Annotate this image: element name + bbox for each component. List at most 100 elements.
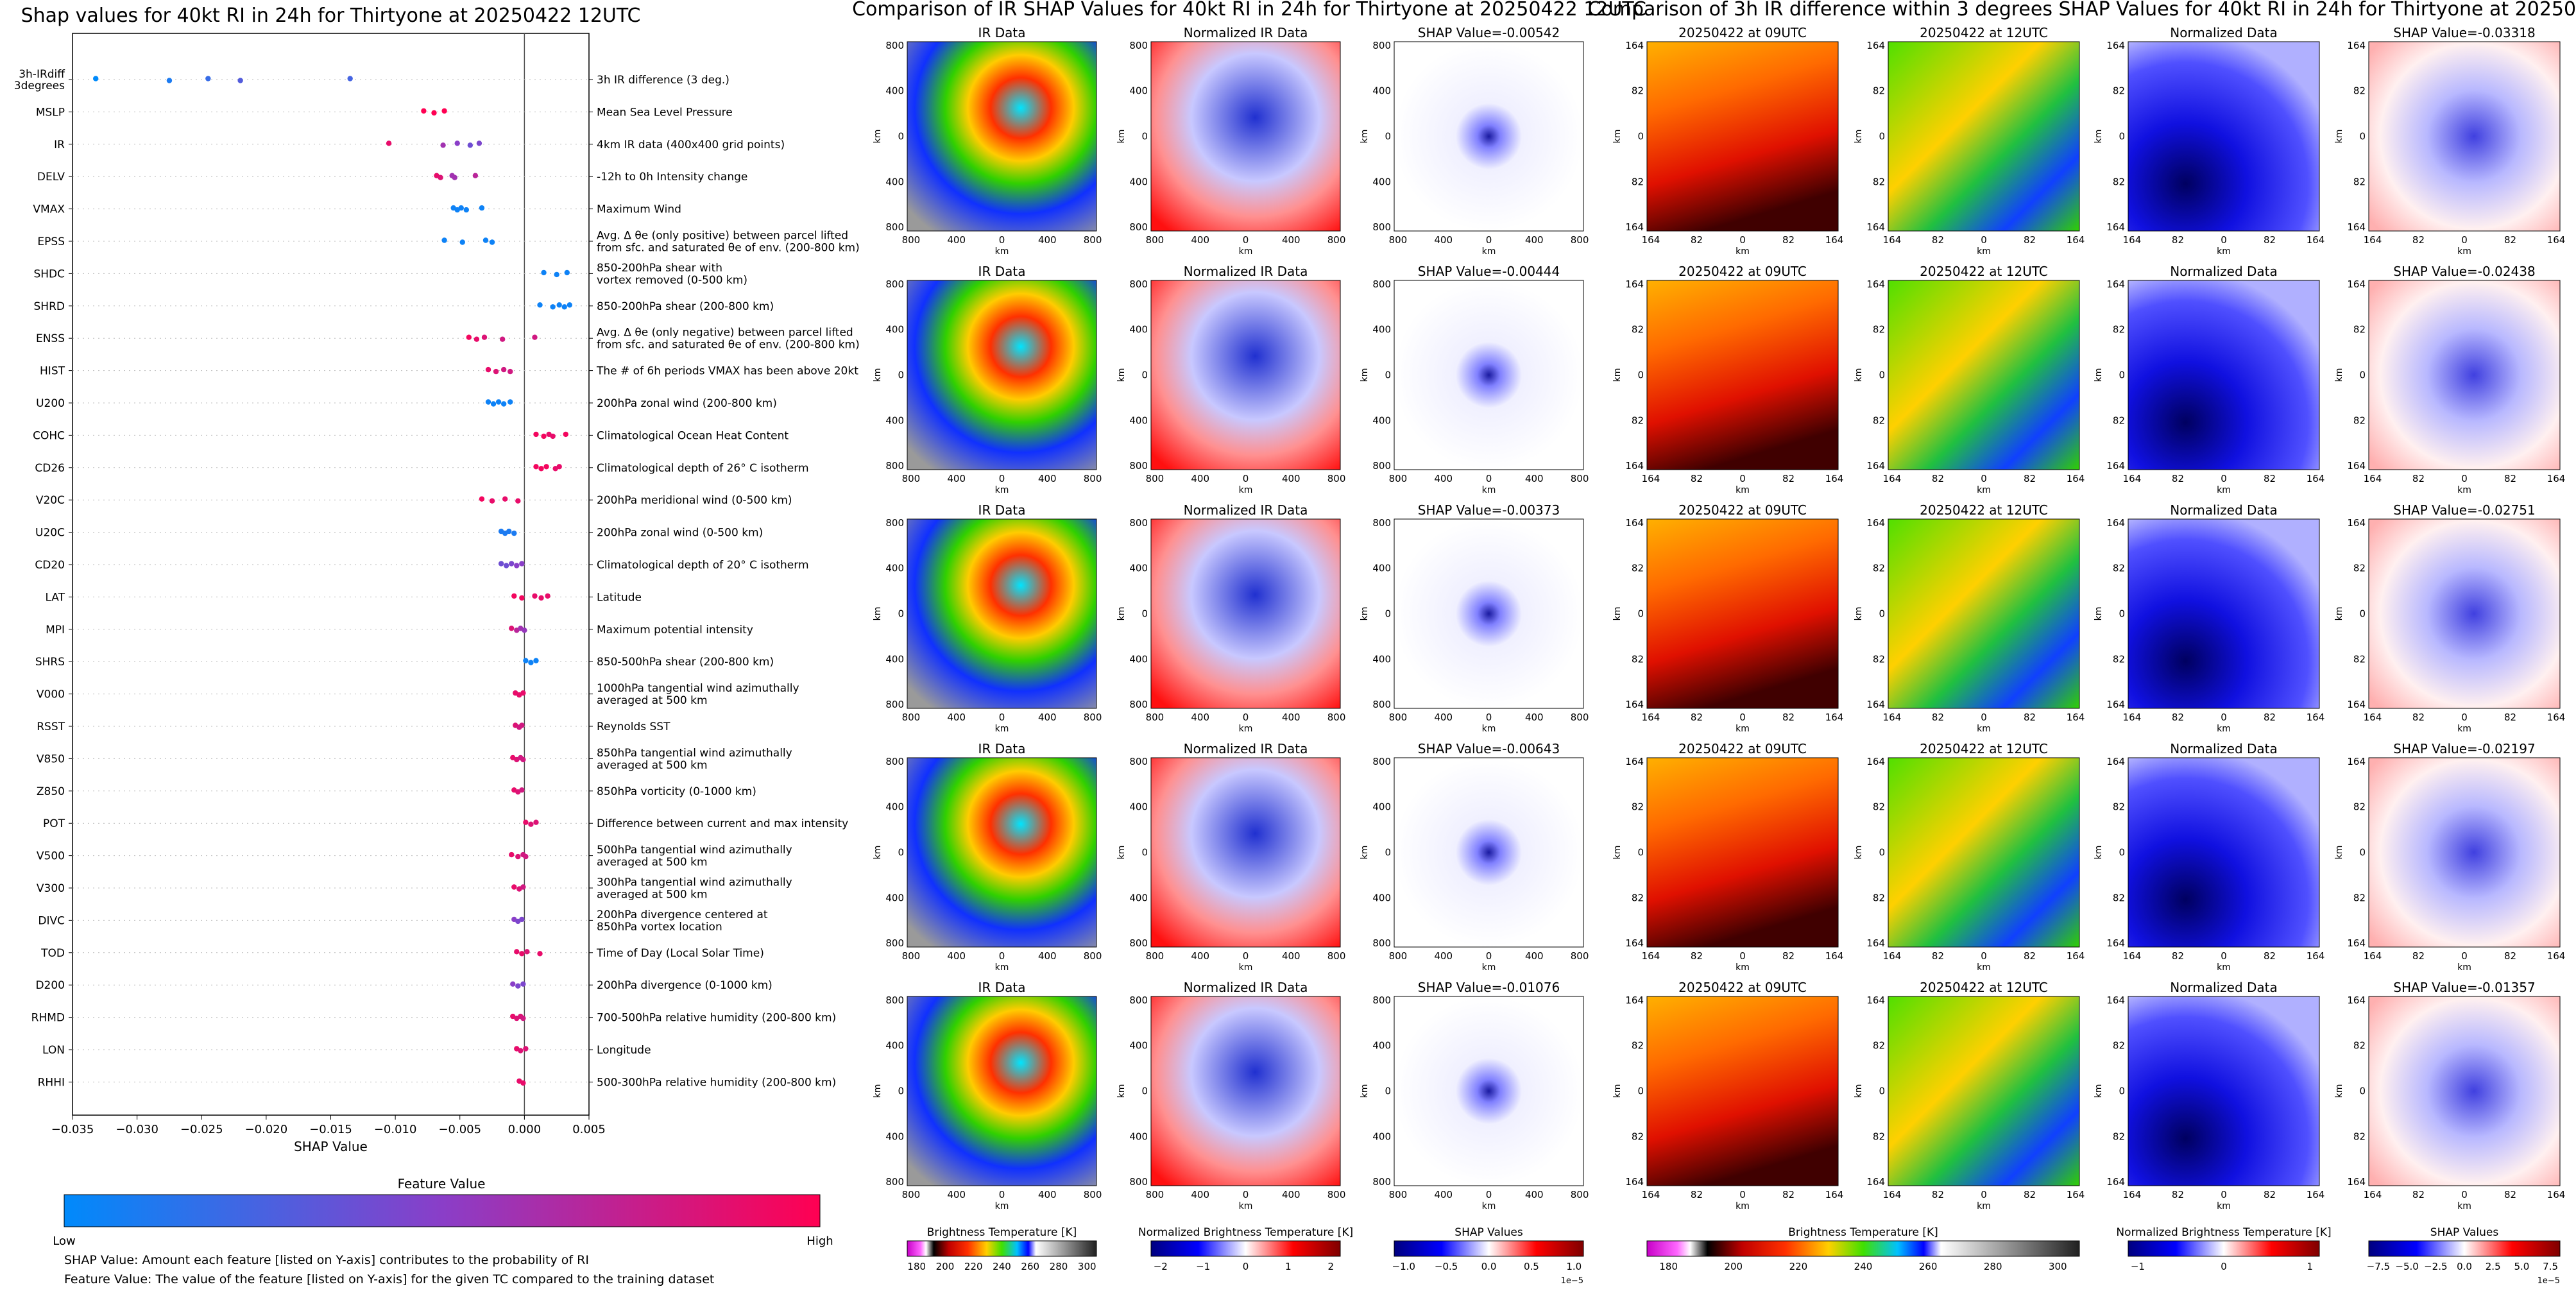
ird-row2-col3-xtick-label: 164 xyxy=(2307,473,2325,484)
ir-row3-col3-xtick-label: 0 xyxy=(1486,712,1492,723)
ird-row1-col1-xtick-label: 0 xyxy=(1739,234,1746,246)
shap-point xyxy=(528,821,534,827)
ird-row1-col3-ytick-label: 82 xyxy=(2113,85,2125,97)
ird-row2-col1-xtick-label: 164 xyxy=(1825,473,1844,484)
ird-row3-col1-ytick-label: 0 xyxy=(1637,608,1644,620)
ird-row5-col1-xtick-label: 164 xyxy=(1825,1189,1844,1200)
ird-row2-col1-xtick-label: 82 xyxy=(1782,473,1795,484)
ir-bt-colorbar-label: Brightness Temperature [K] xyxy=(927,1226,1077,1239)
ir-row2-col1-ytick-label: 400 xyxy=(885,414,904,426)
ird-row4-col1-ytick-label: 0 xyxy=(1637,847,1644,858)
ir-row4-col1-xtick-label: 400 xyxy=(947,950,966,962)
shap-point xyxy=(514,949,520,955)
ir-row1-col1-ytick-label: 400 xyxy=(885,176,904,187)
ir-row2-col1-title: IR Data xyxy=(978,264,1026,279)
ir-row4-col1-ytick-label: 0 xyxy=(898,847,904,858)
ir-shap-colorbar-label: SHAP Values xyxy=(1454,1226,1523,1239)
ird-row2-col1-ytick-label: 82 xyxy=(1632,324,1644,336)
ir-row5-col1-ytick-label: 400 xyxy=(885,1040,904,1052)
shap-point xyxy=(515,498,521,504)
ird-row5-col2-xlabel: km xyxy=(1977,1201,1991,1211)
ird-row5-col2-ytick-label: 82 xyxy=(1873,1131,1885,1142)
shap-point xyxy=(519,916,525,923)
ird-row5-col4-title: SHAP Value=-0.01357 xyxy=(2393,980,2535,995)
ir-row2-col2-title: Normalized IR Data xyxy=(1184,264,1308,279)
ird-comparison-title: Comparison of 3h IR difference within 3 … xyxy=(1587,0,2576,21)
ir-row4-col2-xtick-label: 800 xyxy=(1146,950,1164,962)
ird-row2-col3-image xyxy=(2128,280,2320,470)
ird-row2-col1-image xyxy=(1646,280,1839,470)
ird-row3-col4-xtick-label: 164 xyxy=(2364,712,2382,723)
shap-point xyxy=(467,142,473,148)
ir-row3-col3-xtick-label: 400 xyxy=(1525,712,1544,723)
ird-row5-col2-title: 20250422 at 12UTC xyxy=(1920,980,2048,995)
shap-point xyxy=(205,76,211,81)
feature-description-label: Latitude xyxy=(597,591,642,604)
shap-point xyxy=(520,884,526,890)
ir-row4-col1-ytick-label: 400 xyxy=(885,801,904,813)
colorbar-low-label: Low xyxy=(53,1234,75,1248)
ir-row3-col3-ylabel: km xyxy=(1360,607,1370,621)
ir-row3-col3-title: SHAP Value=-0.00373 xyxy=(1418,502,1560,518)
ir-row5-col2-ytick-label: 400 xyxy=(1129,1131,1148,1142)
ird-row5-col2-ytick-label: 164 xyxy=(1866,994,1885,1006)
shap-point xyxy=(541,433,547,440)
ird-row2-col1-xtick-label: 82 xyxy=(1691,473,1703,484)
ir-row2-col3-xtick-label: 800 xyxy=(1389,473,1408,484)
ir-row4-col2-xtick-label: 400 xyxy=(1191,950,1209,962)
ird-row4-col3-ytick-label: 164 xyxy=(2106,937,2125,949)
ird-row3-col1-ylabel: km xyxy=(1612,607,1623,621)
feature-description-label: Maximum Wind xyxy=(597,203,681,216)
ir-row5-col3-xtick-label: 0 xyxy=(1486,1189,1492,1200)
ir-row4-col1-ylabel: km xyxy=(873,846,883,860)
ird-row5-col2-xtick-label: 82 xyxy=(1932,1189,1944,1200)
ird-row5-col4-ytick-label: 0 xyxy=(2359,1086,2366,1097)
ird-row3-col4-ytick-label: 164 xyxy=(2347,517,2366,529)
ird-row1-col2-xtick-label: 164 xyxy=(1883,234,1902,246)
ir-row3-col2-xtick-label: 800 xyxy=(1146,712,1164,723)
ird-shap-colorbar-tick-label: 5.0 xyxy=(2514,1261,2529,1272)
ird-row3-col3-ytick-label: 0 xyxy=(2119,608,2125,620)
ir-bt-colorbar-tick-label: 220 xyxy=(964,1261,983,1272)
ir-row4-col1-xtick-label: 0 xyxy=(999,950,1005,962)
feature-description-label: 200hPa divergence centered at 850hPa vort… xyxy=(597,909,768,934)
ird-row5-col3-ylabel: km xyxy=(2094,1084,2104,1098)
ird-row4-col3-xtick-label: 0 xyxy=(2221,950,2227,962)
ir-row3-col1-ytick-label: 400 xyxy=(885,563,904,574)
ird-row4-col1-ytick-label: 164 xyxy=(1625,756,1644,767)
ird-row3-col2-ytick-label: 0 xyxy=(1879,608,1885,620)
ird-row5-col4-image xyxy=(2368,996,2561,1186)
ird-row2-col1-xlabel: km xyxy=(1736,485,1750,495)
ir-row1-col3-ytick-label: 800 xyxy=(1372,40,1391,51)
ird-row1-col4-ytick-label: 164 xyxy=(2347,40,2366,51)
ird-row4-col4-xlabel: km xyxy=(2457,962,2471,973)
shap-point xyxy=(237,78,243,83)
ir-row5-col3-ylabel: km xyxy=(1360,1084,1370,1098)
ir-row3-col3-ytick-label: 0 xyxy=(1385,608,1391,620)
note-shap-value: SHAP Value: Amount each feature [listed … xyxy=(64,1253,589,1267)
ir-shap-colorbar-tick-label: 1.0 xyxy=(1566,1261,1582,1272)
ir-row4-col3-xtick-label: 800 xyxy=(1571,950,1589,962)
ird-row3-col1-title: 20250422 at 09UTC xyxy=(1678,502,1807,518)
ird-bt-colorbar-bar xyxy=(1646,1240,2080,1257)
ird-row1-col4-xtick-label: 164 xyxy=(2364,234,2382,246)
ird-bt-colorbar-tick-label: 300 xyxy=(2049,1261,2067,1272)
ird-row4-col1-xtick-label: 82 xyxy=(1782,950,1795,962)
ird-row5-col2-xtick-label: 164 xyxy=(1883,1189,1902,1200)
feature-code-label: COHC xyxy=(33,429,65,442)
shap-point xyxy=(502,496,508,502)
ir-row4-col2-ytick-label: 400 xyxy=(1129,892,1148,903)
ird-row1-col2-ytick-label: 164 xyxy=(1866,40,1885,51)
ir-row2-col3-ytick-label: 400 xyxy=(1372,324,1391,336)
feature-code-label: RHHI xyxy=(38,1076,65,1089)
ir-row4-col3-ytick-label: 400 xyxy=(1372,892,1391,903)
ird-row2-col4-xtick-label: 0 xyxy=(2461,473,2468,484)
ird-row3-col4-xtick-label: 0 xyxy=(2461,712,2468,723)
ird-row4-col1-image xyxy=(1646,757,1839,948)
ird-row5-col4-xtick-label: 164 xyxy=(2364,1189,2382,1200)
ird-row4-col1-xtick-label: 164 xyxy=(1825,950,1844,962)
ir-row1-col1-xlabel: km xyxy=(995,246,1009,257)
ird-row1-col1-title: 20250422 at 09UTC xyxy=(1678,25,1807,40)
shap-point xyxy=(523,1046,529,1052)
ir-row1-col3-xtick-label: 800 xyxy=(1571,234,1589,246)
